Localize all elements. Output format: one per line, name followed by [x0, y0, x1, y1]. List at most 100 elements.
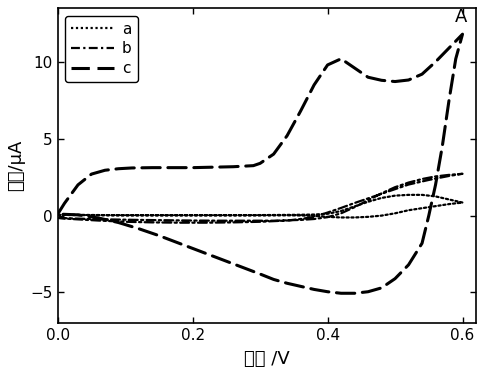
a — [352, 204, 357, 209]
X-axis label: 电势 /V: 电势 /V — [244, 350, 290, 368]
b — [392, 185, 398, 189]
b — [406, 182, 412, 187]
c — [55, 212, 61, 216]
b — [68, 217, 74, 221]
b — [433, 174, 439, 178]
b — [88, 217, 94, 221]
Line: a: a — [58, 195, 463, 217]
a — [136, 213, 142, 217]
b — [163, 218, 169, 222]
a — [217, 213, 223, 217]
a — [122, 213, 128, 217]
a — [392, 211, 398, 216]
a — [244, 213, 250, 217]
a — [311, 214, 317, 218]
b — [149, 220, 155, 225]
b — [55, 216, 61, 220]
a — [406, 208, 412, 213]
c — [270, 152, 276, 156]
c — [298, 284, 303, 289]
b — [325, 210, 330, 215]
b — [365, 196, 371, 201]
a — [406, 193, 412, 197]
a — [68, 213, 74, 217]
b — [244, 219, 250, 223]
a — [433, 194, 439, 199]
a — [88, 213, 94, 217]
b — [446, 174, 452, 178]
a — [426, 205, 432, 209]
b — [176, 220, 182, 225]
a — [325, 211, 330, 216]
a — [446, 197, 452, 202]
b — [122, 219, 128, 224]
b — [460, 171, 466, 176]
c — [460, 32, 466, 36]
a — [55, 213, 61, 217]
b — [460, 171, 466, 176]
b — [379, 191, 384, 196]
a — [325, 214, 330, 219]
a — [230, 213, 236, 217]
b — [338, 211, 344, 216]
b — [392, 187, 398, 191]
a — [446, 202, 452, 206]
a — [190, 213, 196, 217]
a — [270, 213, 276, 217]
a — [163, 213, 169, 217]
b — [311, 214, 317, 219]
b — [95, 218, 101, 223]
a — [460, 200, 466, 205]
b — [365, 198, 371, 202]
a — [291, 213, 297, 217]
b — [68, 216, 74, 220]
b — [325, 215, 330, 219]
a — [68, 213, 74, 217]
a — [338, 215, 344, 220]
b — [270, 219, 276, 223]
a — [109, 213, 114, 217]
Line: b: b — [58, 174, 463, 223]
b — [311, 217, 317, 221]
a — [352, 215, 357, 220]
b — [406, 180, 412, 185]
b — [379, 192, 384, 196]
b — [338, 206, 344, 210]
a — [55, 213, 61, 217]
b — [136, 217, 142, 222]
a — [284, 213, 290, 217]
c — [197, 249, 202, 253]
b — [298, 217, 303, 222]
b — [55, 216, 61, 220]
a — [149, 213, 155, 217]
a — [392, 194, 398, 198]
b — [352, 205, 357, 209]
b — [446, 172, 452, 177]
b — [217, 219, 223, 223]
b — [352, 201, 357, 205]
Y-axis label: 电流/μA: 电流/μA — [7, 140, 25, 191]
b — [109, 217, 114, 222]
b — [419, 177, 425, 181]
c — [257, 161, 263, 166]
a — [95, 213, 101, 217]
b — [203, 220, 209, 225]
a — [338, 209, 344, 213]
c — [365, 290, 371, 294]
b — [257, 219, 263, 224]
a — [311, 212, 317, 217]
a — [365, 214, 371, 219]
b — [230, 220, 236, 225]
a — [365, 200, 371, 204]
b — [298, 217, 303, 221]
c — [55, 212, 61, 216]
b — [426, 178, 432, 182]
a — [419, 193, 425, 197]
a — [379, 196, 384, 200]
b — [190, 218, 196, 223]
Line: c: c — [58, 34, 463, 293]
Legend: a, b, c: a, b, c — [65, 16, 138, 82]
a — [257, 213, 263, 217]
a — [460, 200, 466, 205]
c — [352, 291, 357, 296]
